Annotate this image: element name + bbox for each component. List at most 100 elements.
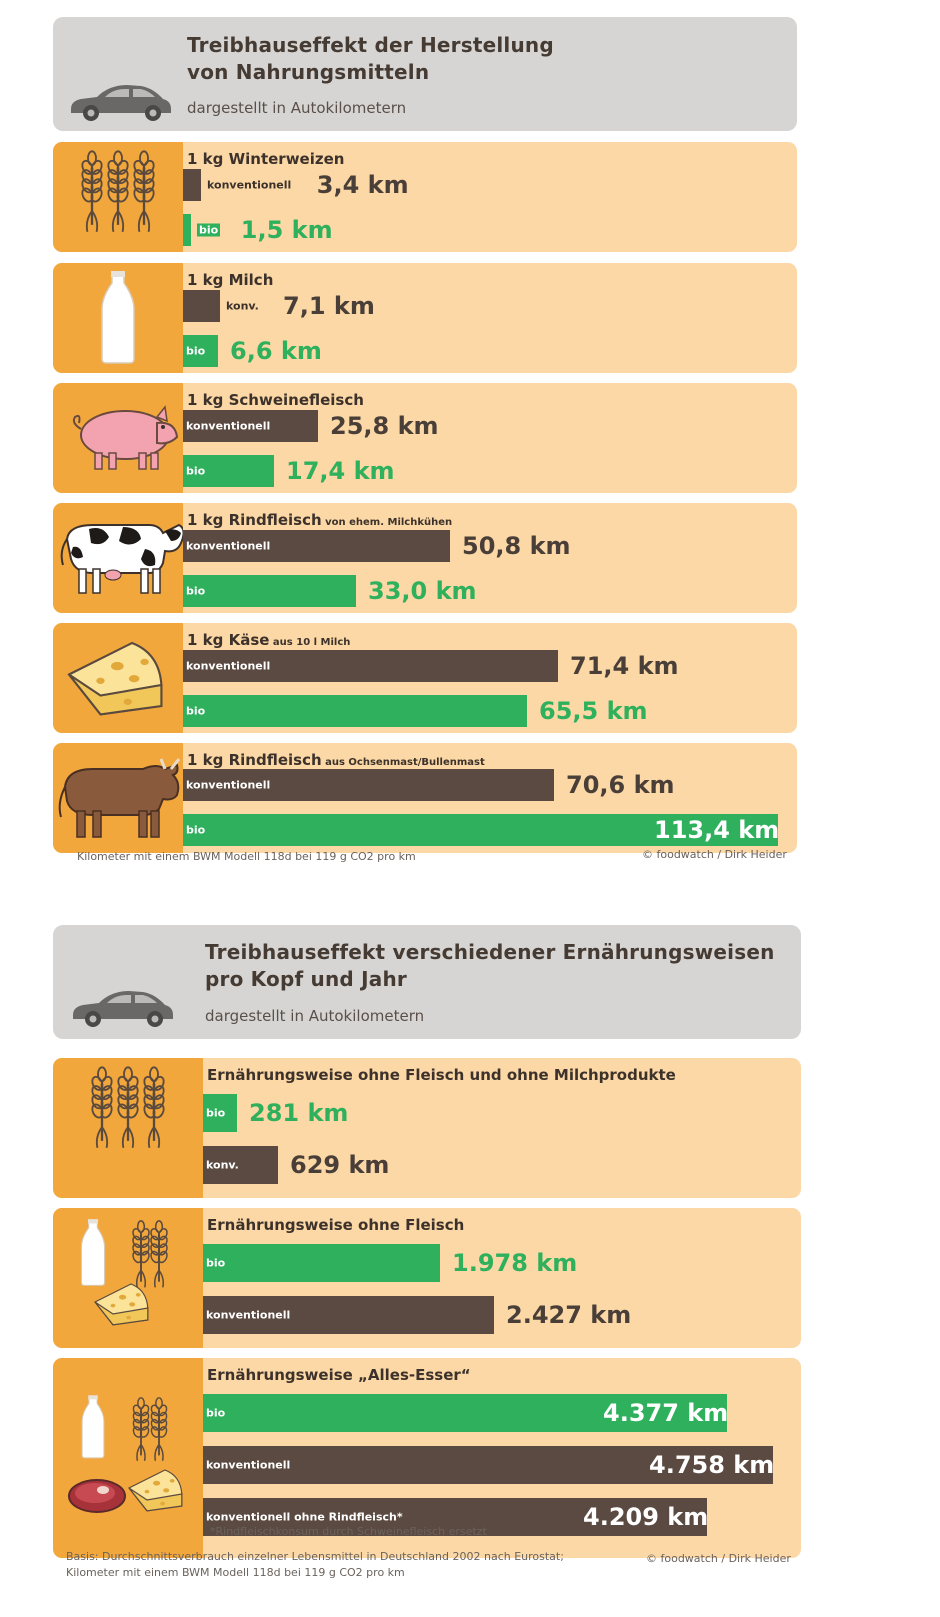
bar-value-label: 70,6 km [566, 771, 675, 799]
bar-label: konv. [226, 299, 259, 313]
bar-konventionell: konventionell [183, 410, 318, 442]
icon-box [53, 383, 183, 493]
bar-bio: bio [203, 1244, 440, 1282]
footnote: *Rindfleischkonsum durch Schweinefleisch… [210, 1525, 487, 1538]
row-title: 1 kg Winterweizen [187, 150, 344, 168]
bar-value-label: 6,6 km [230, 337, 322, 365]
icon-box [53, 1208, 203, 1348]
bar-value-label: 7,1 km [283, 292, 375, 320]
bar-value-label: 1,5 km [240, 216, 333, 244]
chart-title-2: Treibhauseffekt verschiedener Ernährungs… [205, 940, 775, 991]
chart-row: 1 kg Winterweizen konventionell 3,4 km bio 1… [53, 142, 797, 252]
row-title-main: 1 kg Käse [187, 631, 270, 649]
row-title-sub: von ehem. Milchkühen [321, 517, 453, 528]
bar-value-label: 33,0 km [368, 577, 477, 605]
chart-title-1: Treibhauseffekt der Herstellung von Nahr… [187, 33, 554, 84]
row-title-main: Ernährungsweise „Alles-Esser“ [207, 1366, 471, 1384]
bar-label: konventionell [186, 778, 271, 792]
chart-row: 1 kg Käse aus 10 l Milch konventionell 71,… [53, 623, 797, 733]
bar-label: bio [197, 223, 221, 237]
row-title-main: 1 kg Schweinefleisch [187, 391, 364, 409]
bar-konventionell: konventionell [183, 169, 291, 201]
bar-value-label: 3,4 km [316, 171, 409, 199]
bar-value-label: 50,8 km [462, 532, 571, 560]
row-title-main: Ernährungsweise ohne Fleisch [207, 1216, 465, 1234]
bar-value-label: 65,5 km [539, 697, 648, 725]
row-title-sub: aus 10 l Milch [269, 637, 351, 648]
car-icon [73, 991, 173, 1027]
bar-value-label: 2.427 km [506, 1301, 632, 1329]
bar-label: bio [206, 1256, 226, 1270]
row-title: Ernährungsweise ohne Fleisch und ohne Mi… [207, 1066, 676, 1084]
mixed-food-icon [68, 1395, 183, 1513]
bar-konventionell: konv. [203, 1146, 278, 1184]
icon-box [53, 743, 183, 853]
chart-row: Ernährungsweise ohne Fleisch und ohne Mi… [53, 1058, 801, 1198]
icon-box [53, 503, 183, 613]
bar-bio: bio [183, 814, 778, 846]
row-title-sub: aus Ochsenmast/Bullenmast [321, 757, 485, 768]
bar-bio: bio [183, 695, 527, 727]
bar-label: konventionell [206, 1308, 291, 1322]
row-title: Ernährungsweise ohne Fleisch [207, 1216, 464, 1234]
bar-konventionell: konventionell [183, 650, 558, 682]
bar-label: konventionell [186, 659, 271, 673]
bar-value-label: 71,4 km [570, 652, 679, 680]
row-title: 1 kg Käse aus 10 l Milch [187, 631, 350, 649]
cow-icon [60, 523, 183, 594]
bar-konventionell: konventionell [203, 1446, 773, 1484]
car-icon [71, 85, 171, 121]
milk-bottle-icon [101, 271, 135, 364]
footer-right-2: © foodwatch / Dirk Heider [646, 1552, 791, 1565]
bar-value-label: 17,4 km [286, 457, 395, 485]
bar-value-label: 25,8 km [330, 412, 439, 440]
header-1: Treibhauseffekt der Herstellung von Nahr… [53, 17, 797, 131]
chart-subtitle-1: dargestellt in Autokilometern [187, 99, 407, 117]
bar-value-label: 4.377 km [603, 1399, 729, 1427]
row-title-main: 1 kg Rindfleisch [187, 751, 322, 769]
bar-konventionell: konventionell [183, 530, 450, 562]
bar-value-label: 4.758 km [649, 1451, 775, 1479]
bar-label: bio [206, 1106, 226, 1120]
icon-box [53, 1358, 203, 1558]
row-title: 1 kg Milch [187, 271, 273, 289]
bar-bio: bio [203, 1394, 727, 1432]
row-title: 1 kg Rindfleisch von ehem. Milchkühen [187, 511, 452, 529]
bar-label: bio [186, 823, 206, 837]
bar-konventionell: konventionell [203, 1296, 494, 1334]
bar-value-label: 629 km [290, 1151, 390, 1179]
pig-icon [72, 405, 179, 470]
bar-value-label: 1.978 km [452, 1249, 578, 1277]
bull-icon [58, 758, 181, 838]
row-title: 1 kg Rindfleisch aus Ochsenmast/Bullenma… [187, 751, 485, 769]
row-title: Ernährungsweise „Alles-Esser“ [207, 1366, 471, 1384]
bar-label: konventionell [206, 1458, 291, 1472]
bar-label: konventionell [186, 539, 271, 553]
chart-row: Ernährungsweise ohne Fleisch bio 1.978 km k… [53, 1208, 801, 1348]
cheese-icon [67, 641, 163, 716]
row-title-main: Ernährungsweise ohne Fleisch und ohne Mi… [207, 1066, 676, 1084]
row-title-main: 1 kg Milch [187, 271, 274, 289]
bar-bio: bio [183, 575, 356, 607]
bar-value-label: 4.209 km [583, 1503, 709, 1531]
wheat-icon [91, 1066, 165, 1148]
bar-bio: bio [183, 335, 218, 367]
icon-box [53, 1058, 203, 1198]
chart-row: 1 kg Milch konv. 7,1 km bio 6,6 km [53, 263, 797, 373]
icon-box [53, 263, 183, 373]
bar-label: bio [186, 704, 206, 718]
row-title-main: 1 kg Winterweizen [187, 150, 345, 168]
bar-label: konv. [206, 1158, 239, 1172]
wheat-icon [81, 150, 155, 232]
bar-value-label: 113,4 km [654, 816, 780, 844]
row-title-main: 1 kg Rindfleisch [187, 511, 322, 529]
footer-right-1: © foodwatch / Dirk Heider [642, 848, 787, 861]
chart-row: 1 kg Schweinefleisch konventionell 25,8 km… [53, 383, 797, 493]
bar-konventionell: konventionell ohne Rindfleisch* [203, 1498, 707, 1536]
milk-wheat-cheese-icon [80, 1219, 168, 1326]
footer-left-2a: Basis: Durchschnittsverbrauch einzelner … [66, 1550, 564, 1563]
bar-label: konventionell ohne Rindfleisch* [206, 1510, 403, 1524]
bar-bio: bio [183, 214, 221, 246]
bar-konventionell: konv. [183, 290, 259, 322]
bar-label: konventionell [207, 178, 292, 192]
